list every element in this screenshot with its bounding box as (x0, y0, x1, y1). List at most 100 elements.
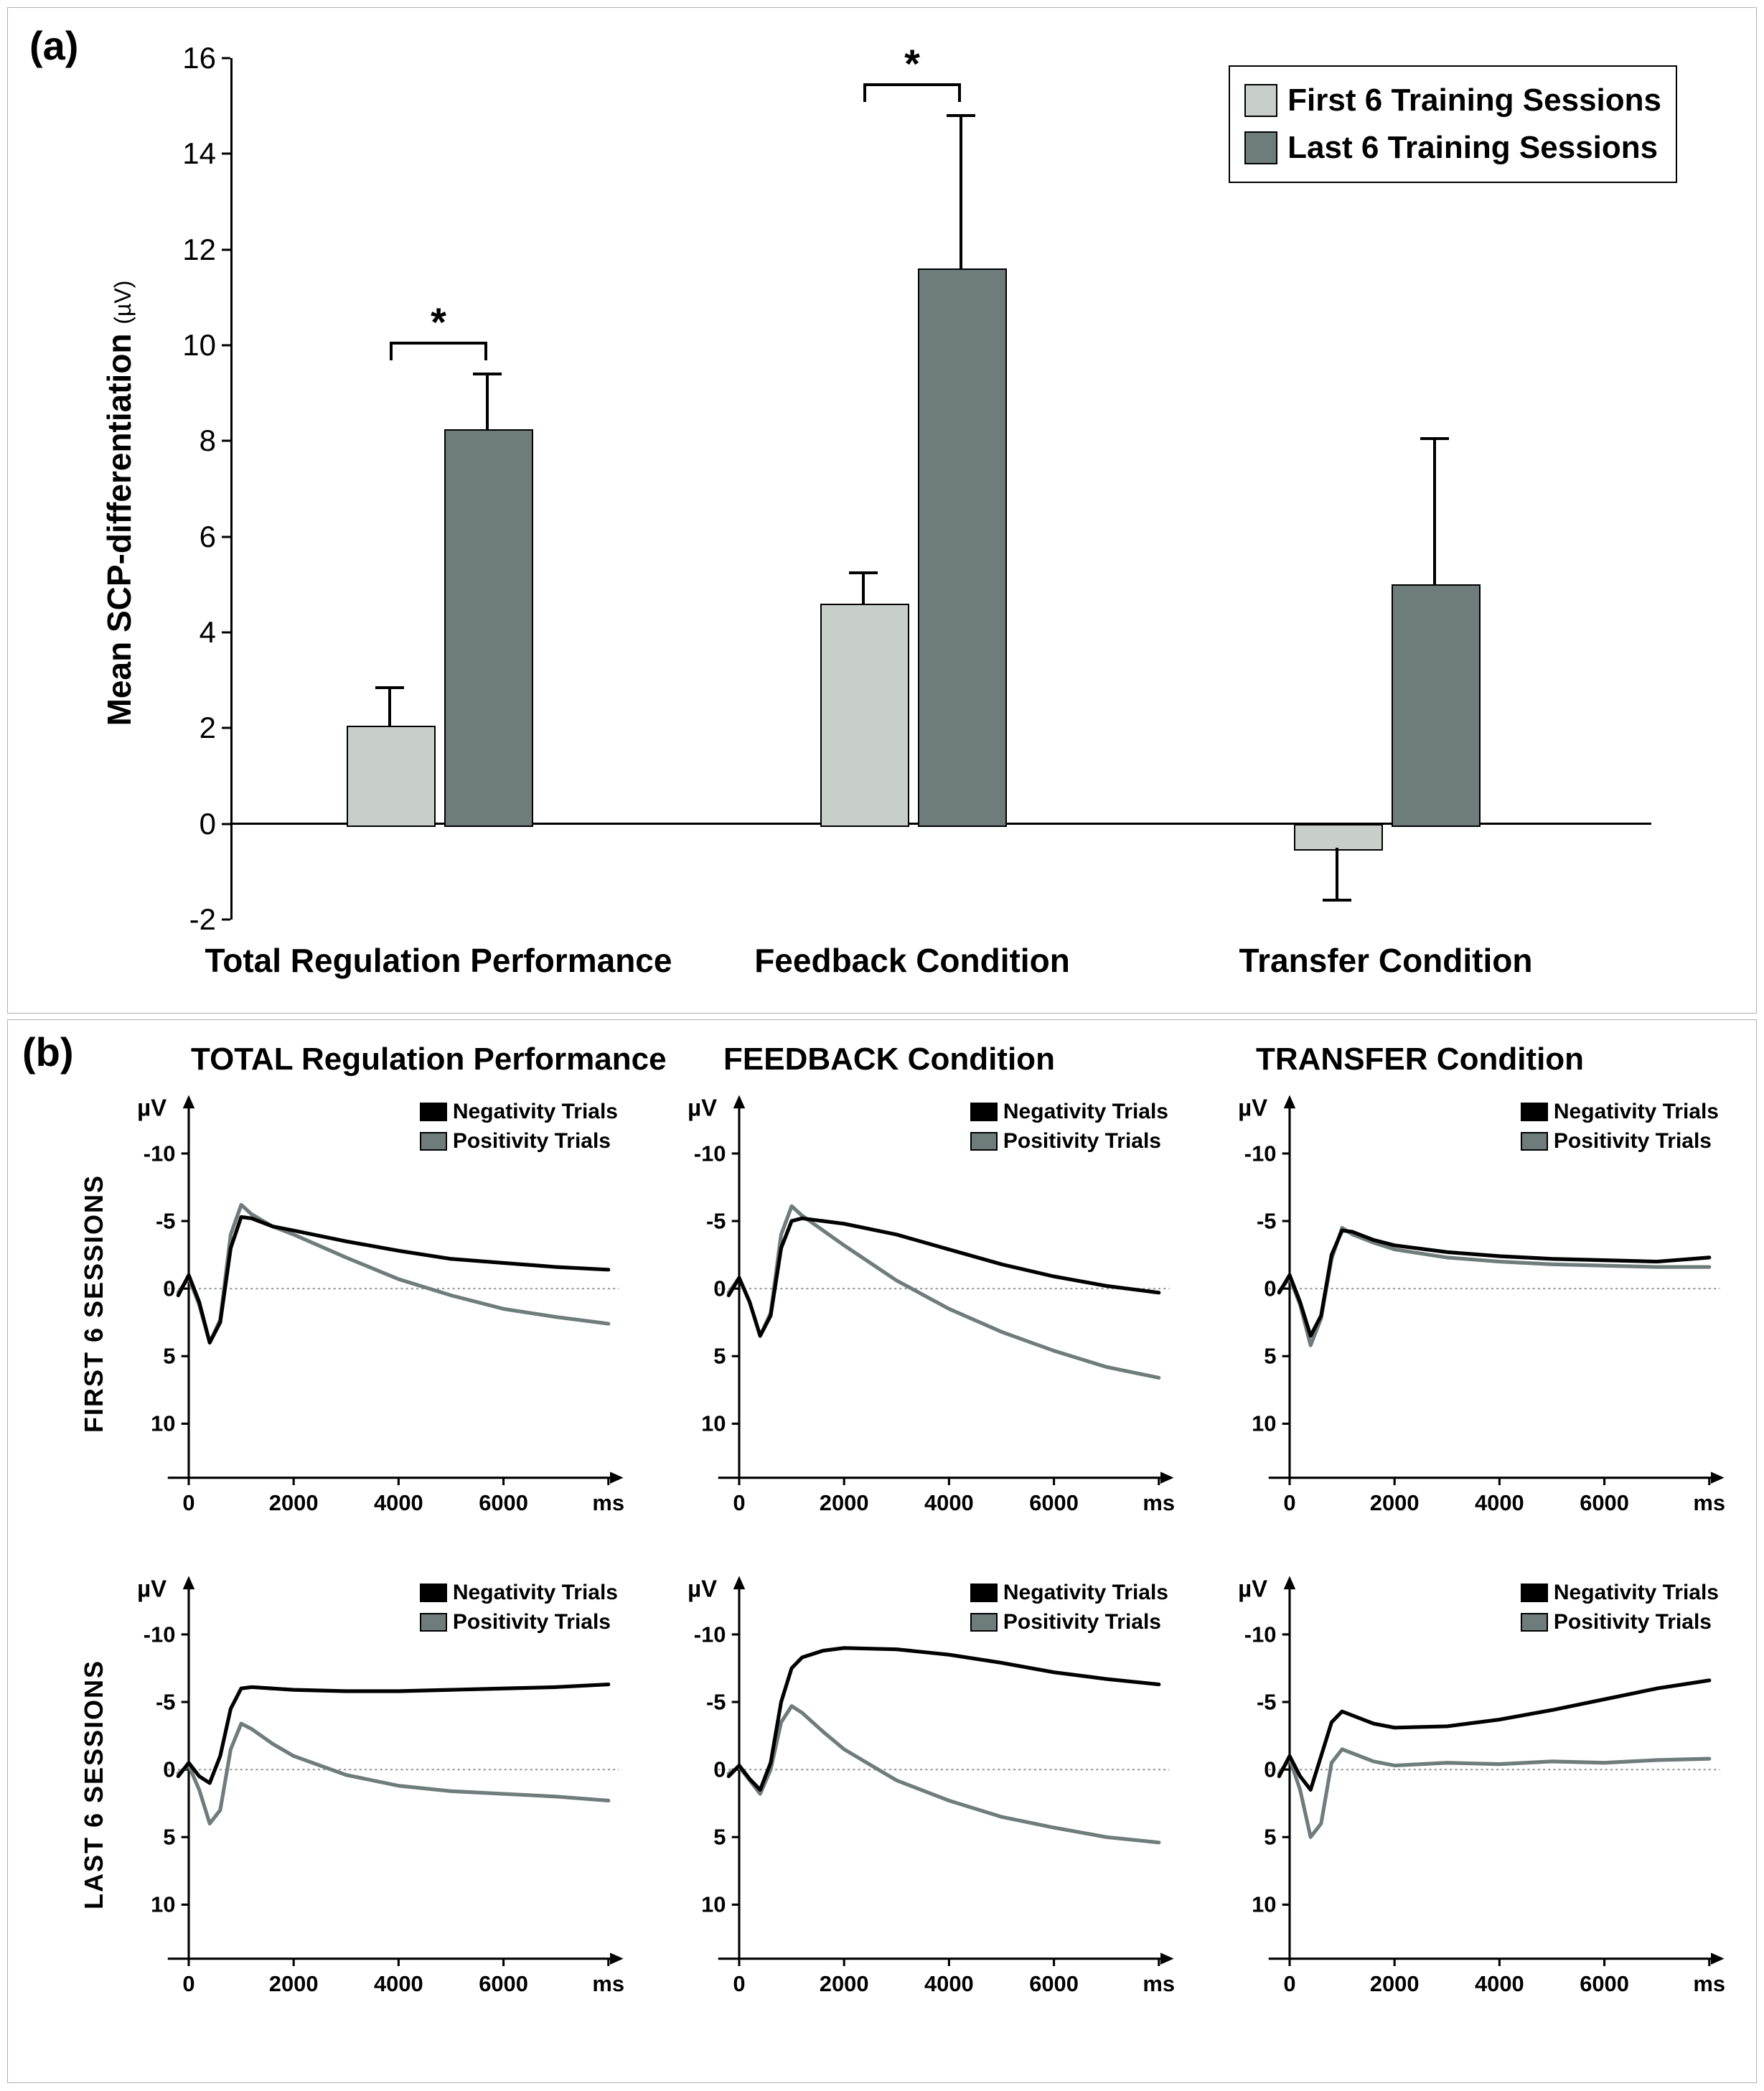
y-axis-line (230, 58, 233, 920)
svg-text:0: 0 (1264, 1756, 1276, 1782)
svg-text:10: 10 (1252, 1892, 1276, 1917)
svg-text:0: 0 (163, 1276, 175, 1301)
bar-first6 (820, 604, 909, 827)
bar-first6 (347, 726, 435, 827)
y-tick-label: 6 (166, 520, 216, 554)
svg-text:ms: ms (592, 1971, 624, 1996)
legend-swatch (1244, 131, 1277, 164)
line-legend: Negativity TrialsPositivity Trials (963, 1093, 1176, 1160)
svg-text:0: 0 (182, 1971, 194, 1996)
svg-text:µV: µV (1238, 1575, 1267, 1601)
y-tick-label: 8 (166, 424, 216, 458)
line-legend-label: Positivity Trials (1003, 1608, 1161, 1637)
svg-text:-5: -5 (156, 1208, 175, 1233)
svg-text:0: 0 (713, 1756, 726, 1782)
svg-text:2000: 2000 (1370, 1971, 1420, 1996)
y-tick-label: 16 (166, 41, 216, 75)
y-axis-title: Mean SCP-differentiation (µV) (100, 281, 139, 726)
svg-text:ms: ms (1143, 1490, 1175, 1515)
panel-b-label: (b) (22, 1029, 74, 1075)
line-plot: -10-50510µV0200040006000msNegativity Tri… (101, 1566, 634, 2011)
line-legend-label: Positivity Trials (1554, 1608, 1712, 1637)
line-legend-swatch (420, 1613, 447, 1632)
panel-a-label: (a) (29, 22, 78, 69)
error-cap (473, 373, 502, 375)
line-legend-row: Negativity Trials (970, 1578, 1168, 1608)
legend-label: Last 6 Training Sessions (1287, 124, 1658, 172)
y-tick-mark (222, 345, 230, 347)
svg-text:0: 0 (1283, 1971, 1295, 1996)
legend-label: First 6 Training Sessions (1287, 77, 1661, 124)
error-cap (849, 571, 878, 574)
svg-text:5: 5 (713, 1825, 726, 1850)
line-legend-label: Negativity Trials (1003, 1578, 1168, 1608)
line-legend: Negativity TrialsPositivity Trials (1514, 1574, 1726, 1641)
svg-text:6000: 6000 (479, 1971, 528, 1996)
svg-text:2000: 2000 (1370, 1490, 1420, 1515)
svg-text:10: 10 (701, 1411, 726, 1436)
svg-text:6000: 6000 (1580, 1490, 1629, 1515)
svg-text:2000: 2000 (269, 1490, 319, 1515)
svg-text:-5: -5 (706, 1208, 726, 1233)
column-title: TRANSFER Condition (1220, 1042, 1735, 1077)
line-legend-swatch (970, 1613, 998, 1632)
column-title: FEEDBACK Condition (688, 1042, 1202, 1077)
y-tick-mark (222, 823, 230, 825)
svg-text:ms: ms (1693, 1490, 1725, 1515)
legend-swatch (1244, 84, 1277, 117)
error-bar (960, 116, 962, 268)
bar-last6 (444, 429, 533, 827)
y-tick-label: 4 (166, 615, 216, 650)
svg-text:5: 5 (1264, 1344, 1276, 1369)
svg-text:-10: -10 (144, 1622, 176, 1647)
line-legend-row: Positivity Trials (970, 1608, 1168, 1637)
legend-row: First 6 Training Sessions (1244, 77, 1661, 124)
error-bar (862, 573, 865, 604)
svg-text:5: 5 (713, 1344, 726, 1369)
line-legend-swatch (970, 1132, 998, 1151)
svg-text:0: 0 (163, 1756, 175, 1782)
svg-text:-10: -10 (1244, 1622, 1277, 1647)
svg-text:6000: 6000 (1580, 1971, 1629, 1996)
line-plot: -10-50510µV0200040006000msNegativity Tri… (652, 1085, 1184, 1530)
bar-first6 (1294, 824, 1382, 851)
y-tick-label: 12 (166, 233, 216, 267)
error-bar (486, 374, 489, 429)
line-legend-row: Negativity Trials (1521, 1578, 1719, 1608)
line-legend-row: Positivity Trials (1521, 1127, 1719, 1156)
line-legend-label: Positivity Trials (1554, 1127, 1712, 1156)
svg-text:10: 10 (151, 1411, 175, 1436)
y-tick-label: 10 (166, 328, 216, 362)
y-tick-label: 14 (166, 136, 216, 171)
error-bar (388, 688, 391, 726)
line-plot: -10-50510µV0200040006000msNegativity Tri… (652, 1566, 1184, 2011)
line-plot: -10-50510µV0200040006000msNegativity Tri… (1202, 1566, 1735, 2011)
svg-text:-10: -10 (144, 1141, 176, 1166)
svg-text:0: 0 (1283, 1490, 1295, 1515)
y-tick-label: 0 (166, 807, 216, 841)
line-legend-row: Positivity Trials (420, 1127, 618, 1156)
svg-text:-10: -10 (694, 1141, 726, 1166)
svg-text:4000: 4000 (374, 1490, 423, 1515)
panel-a: (a) Mean SCP-differentiation (µV) -20246… (7, 7, 1757, 1014)
line-legend-label: Positivity Trials (453, 1127, 611, 1156)
svg-text:-5: -5 (706, 1689, 726, 1714)
group-label: Feedback Condition (754, 941, 1070, 980)
svg-text:10: 10 (701, 1892, 726, 1917)
panel-b-column-titles: TOTAL Regulation Performance FEEDBACK Con… (155, 1042, 1735, 1077)
line-legend-swatch (420, 1132, 447, 1151)
line-legend-label: Negativity Trials (453, 1578, 618, 1608)
svg-text:µV: µV (688, 1094, 717, 1121)
column-title: TOTAL Regulation Performance (155, 1042, 670, 1077)
line-legend-swatch (970, 1103, 998, 1121)
plot-area-a: -20246810121416*Total Regulation Perform… (230, 58, 1651, 920)
svg-text:0: 0 (733, 1490, 745, 1515)
error-cap (1420, 437, 1449, 440)
y-tick-mark (222, 727, 230, 729)
svg-text:µV: µV (688, 1575, 717, 1601)
svg-text:5: 5 (1264, 1825, 1276, 1850)
error-cap (947, 114, 975, 117)
svg-text:6000: 6000 (479, 1490, 528, 1515)
line-legend: Negativity TrialsPositivity Trials (413, 1574, 625, 1641)
error-bar (1336, 848, 1338, 900)
